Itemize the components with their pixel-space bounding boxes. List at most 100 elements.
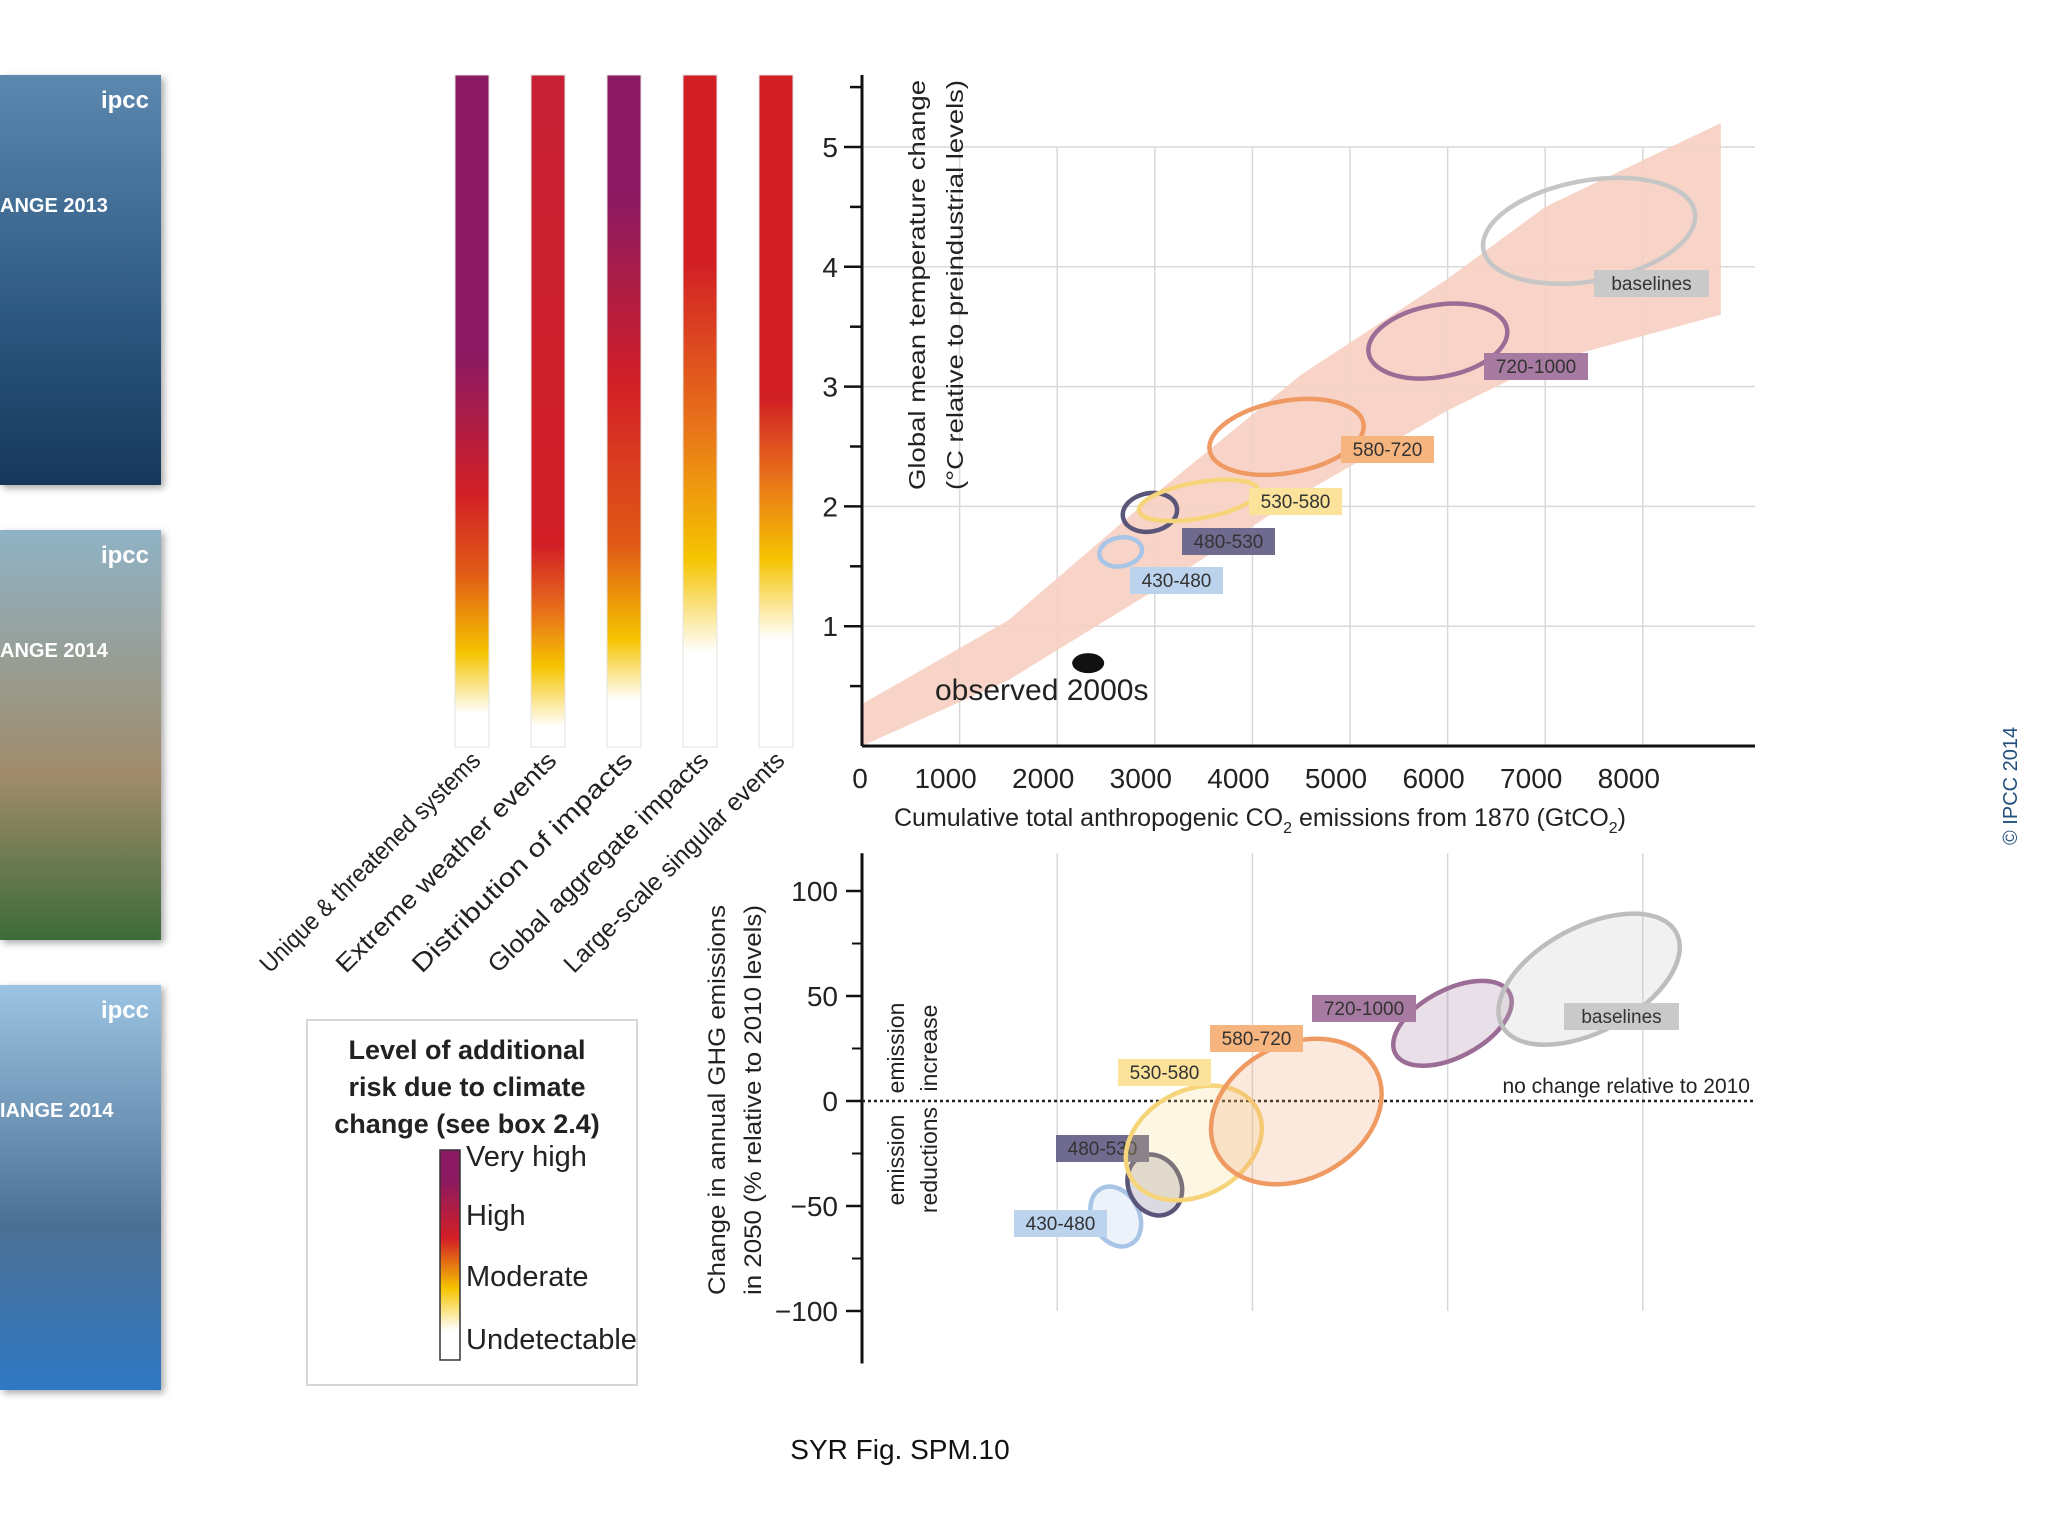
pathway-label-box: [1014, 1210, 1107, 1237]
figure-caption: SYR Fig. SPM.10: [790, 1434, 1010, 1465]
temperature-chart: 1 2 3 4 5 0 1000 2000 3000 4000 5000 6000 7000 8000 Cu…: [822, 75, 1755, 837]
y-tick-label: 4: [822, 252, 838, 283]
pathway-label: 480-530: [1194, 532, 1264, 553]
y-axis-label-line: Global mean temperature change: [904, 80, 930, 490]
observed-2000s-label: observed 2000s: [935, 674, 1149, 707]
risk-bar-2: [530, 74, 566, 748]
subscript: 2: [1609, 820, 1618, 837]
pathway-label: 530-580: [1261, 492, 1331, 513]
ipcc-logo: ipcc: [100, 542, 149, 569]
ipcc-logo: ipcc: [100, 997, 149, 1024]
report-cover-wg1: ipcc ANGE 2013: [0, 75, 161, 485]
region-label-reductions: emission: [883, 1115, 909, 1206]
x-tick-label: 7000: [1500, 763, 1562, 794]
y-tick-label: −50: [791, 1191, 839, 1222]
x-axis-label-part: Cumulative total anthropogenic CO: [894, 804, 1283, 832]
copyright-text: © IPCC 2014: [2000, 726, 2022, 845]
y-tick-label: 2: [822, 491, 838, 522]
x-tick-label: 2000: [1012, 763, 1074, 794]
pathway-label: 720-1000: [1496, 357, 1576, 378]
x-tick-label: 3000: [1110, 763, 1172, 794]
pathway-label-box: [1594, 270, 1709, 297]
pathway-label: 430-480: [1142, 571, 1212, 592]
pathway-label: 530-580: [1130, 1063, 1200, 1084]
report-cover-wg2: ipcc ANGE 2014: [0, 530, 161, 940]
risk-bars-group: [454, 74, 794, 748]
pathway-label-box: [1484, 353, 1588, 380]
legend-box: [306, 1019, 638, 1386]
y-tick-label: 0: [822, 1086, 838, 1117]
y-tick-label: 1: [822, 611, 838, 642]
ipcc-logo: ipcc: [100, 87, 149, 114]
pathway-ellipse-720-1000: [1391, 978, 1514, 1068]
risk-bar-1: [454, 74, 490, 748]
x-tick-label: 4000: [1207, 763, 1269, 794]
y-tick-label: 100: [791, 876, 838, 907]
pathway-ellipse-580-720: [1208, 1036, 1384, 1187]
pathway-ellipse-480-530: [1120, 490, 1180, 535]
pathway-ellipse-430-480: [1097, 535, 1145, 569]
y-axis-label-line: (°C relative to preindustrial levels): [942, 80, 968, 490]
legend-title-line: change (see box 2.4): [334, 1109, 600, 1139]
x-tick-label: 0: [852, 763, 868, 794]
pathway-label: 580-720: [1353, 440, 1423, 461]
cover-title: IANGE 2014: [0, 1100, 114, 1122]
region-label-increase: increase: [916, 1005, 942, 1092]
pathway-label: 430-480: [1026, 1214, 1096, 1235]
cover-title: ANGE 2014: [0, 640, 108, 662]
x-tick-label: 8000: [1598, 763, 1660, 794]
x-tick-label: 1000: [914, 763, 976, 794]
pathway-ellipse-580-720: [1207, 396, 1366, 478]
pathway-label-box: [1249, 488, 1342, 515]
pathway-label-box: [1210, 1025, 1303, 1052]
pathway-label-box: [1130, 567, 1223, 594]
legend-title-line: risk due to climate: [348, 1072, 585, 1102]
pathway-label: baselines: [1581, 1007, 1661, 1028]
uncertainty-band: [862, 123, 1721, 747]
x-tick-label: 6000: [1402, 763, 1464, 794]
x-tick-label: 5000: [1305, 763, 1367, 794]
risk-bar-5: [758, 74, 794, 748]
pathway-label: 580-720: [1222, 1029, 1292, 1050]
region-label-reductions: reductions: [916, 1107, 942, 1213]
x-axis-label-part: emissions from 1870 (GtCO: [1292, 804, 1609, 832]
pathway-ellipse-720-1000: [1366, 301, 1510, 381]
pathway-label: 480-530: [1068, 1139, 1138, 1160]
emissions-change-chart: 100 50 0 −50 −100 no change relative to 2010 C…: [704, 853, 1755, 1364]
y-tick-label: 3: [822, 372, 838, 403]
report-cover-wg3: ipcc IANGE 2014: [0, 985, 161, 1390]
risk-legend: Level of additional risk due to climate ch…: [306, 1019, 638, 1386]
pathway-label-box: [1118, 1059, 1211, 1086]
x-axis-label-part: ): [1618, 804, 1626, 832]
zero-change-label: no change relative to 2010: [1502, 1075, 1750, 1098]
legend-level-label: Undetectable: [466, 1324, 637, 1356]
legend-level-label: Very high: [466, 1141, 587, 1173]
pathway-label-box: [1564, 1003, 1679, 1030]
pathway-label: baselines: [1611, 274, 1691, 295]
x-axis-label: Cumulative total anthropogenic CO2 emiss…: [894, 804, 1626, 837]
legend-title-line: Level of additional: [348, 1035, 585, 1065]
pathway-label: 720-1000: [1324, 999, 1404, 1020]
legend-color-scale: [439, 1149, 461, 1361]
legend-level-label: High: [466, 1200, 526, 1232]
y-axis-label-line: Change in annual GHG emissions: [704, 905, 731, 1295]
risk-bar-3: [606, 74, 642, 748]
pathway-label-box: [1341, 436, 1434, 463]
subscript: 2: [1283, 820, 1292, 837]
cover-title: ANGE 2013: [0, 195, 108, 217]
y-tick-label: 5: [822, 132, 838, 163]
y-tick-label: 50: [807, 981, 838, 1012]
y-tick-label: −100: [775, 1296, 838, 1327]
region-label-increase: emission: [883, 1003, 909, 1094]
legend-level-label: Moderate: [466, 1261, 589, 1293]
pathway-ellipse-baselines: [1496, 911, 1682, 1048]
pathway-label-box: [1312, 995, 1416, 1022]
observed-2000s-point: [1072, 653, 1105, 674]
risk-bar-4: [682, 74, 718, 748]
pathway-ellipse-530-580: [1123, 1083, 1265, 1203]
pathway-label-box: [1182, 528, 1275, 555]
y-axis-label-line: in 2050 (% relative to 2010 levels): [740, 905, 767, 1295]
pathway-label-box: [1056, 1135, 1149, 1162]
